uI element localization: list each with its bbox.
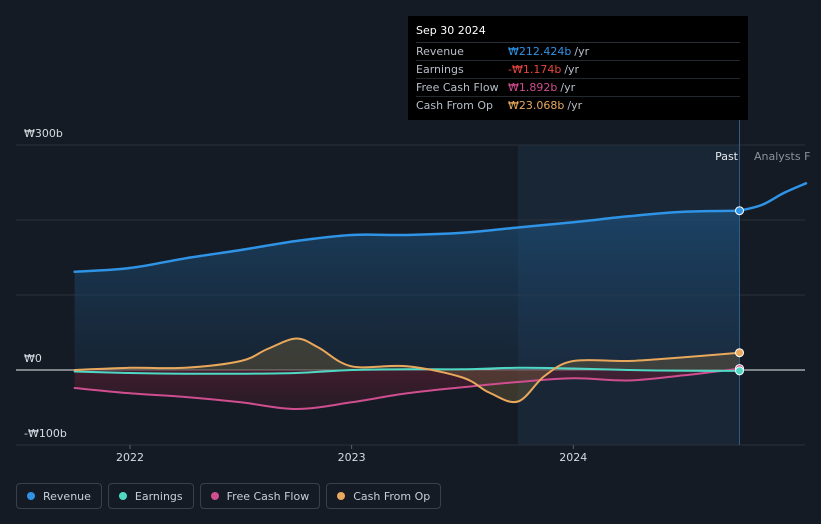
past-label: Past [715,150,739,163]
revenue-forecast-line [738,182,808,212]
tooltip-row-revenue: Revenue ₩212.424b /yr [416,43,740,61]
legend-label: Cash From Op [353,489,431,503]
legend-item-revenue[interactable]: Revenue [16,483,102,509]
tooltip-label: Free Cash Flow [416,81,499,94]
x-tick-label: 2024 [559,451,587,464]
tooltip-value: ₩23.068b [508,99,565,112]
y-tick-label: ₩0 [24,352,42,365]
legend-label: Revenue [43,489,91,503]
legend-item-cash-from-op[interactable]: Cash From Op [326,483,442,509]
legend-item-free-cash-flow[interactable]: Free Cash Flow [199,483,321,509]
tooltip-row-free-cash-flow: Free Cash Flow ₩1.892b /yr [416,79,740,97]
legend-label: Earnings [134,489,183,503]
tooltip-label: Revenue [416,45,464,58]
tooltip-unit: /yr [564,63,580,76]
tooltip-label: Earnings [416,63,464,76]
cash-from-op-line [73,337,741,404]
tooltip-unit: /yr [560,81,576,94]
x-tick-label: 2023 [338,451,366,464]
tooltip-date: Sep 30 2024 [416,22,740,43]
free-cash-flow-area [74,368,740,409]
tooltip-value: ₩1.892b [508,81,558,94]
tooltip-label: Cash From Op [416,99,494,112]
tooltip-value: ₩212.424b [508,45,572,58]
tooltip: Sep 30 2024 Revenue ₩212.424b /yr Earnin… [408,16,748,120]
revenue-end-dot [735,206,745,216]
earnings-line [73,366,741,375]
series-lines [73,182,808,411]
tooltip-row-earnings: Earnings -₩1.174b /yr [416,61,740,79]
earnings-dot-icon [118,492,127,500]
earnings-end-dot [735,366,745,376]
free-cash-flow-dot-icon [210,492,219,500]
free-cash-flow-line [73,367,741,411]
tooltip-value: -₩1.174b [508,63,562,76]
tooltip-row-cash-from-op: Cash From Op ₩23.068b /yr [416,97,740,114]
tooltip-unit: /yr [567,99,583,112]
legend-label: Free Cash Flow [226,489,310,503]
cash-from-op-end-dot [735,348,745,358]
forecast-label: Analysts F [754,150,810,163]
revenue-line [73,209,741,274]
y-tick-label: -₩100b [24,427,67,440]
endpoint-dots [735,206,745,376]
x-tick-label: 2022 [116,451,144,464]
legend-item-earnings[interactable]: Earnings [107,483,194,509]
legend: Revenue Earnings Free Cash Flow Cash Fro… [16,483,442,509]
axes: ₩300b ₩0 -₩100b 2022 2023 2024 [24,127,587,464]
cash-from-op-dot-icon [337,492,346,500]
tooltip-unit: /yr [574,45,590,58]
y-tick-label: ₩300b [24,127,63,140]
revenue-dot-icon [27,492,35,500]
